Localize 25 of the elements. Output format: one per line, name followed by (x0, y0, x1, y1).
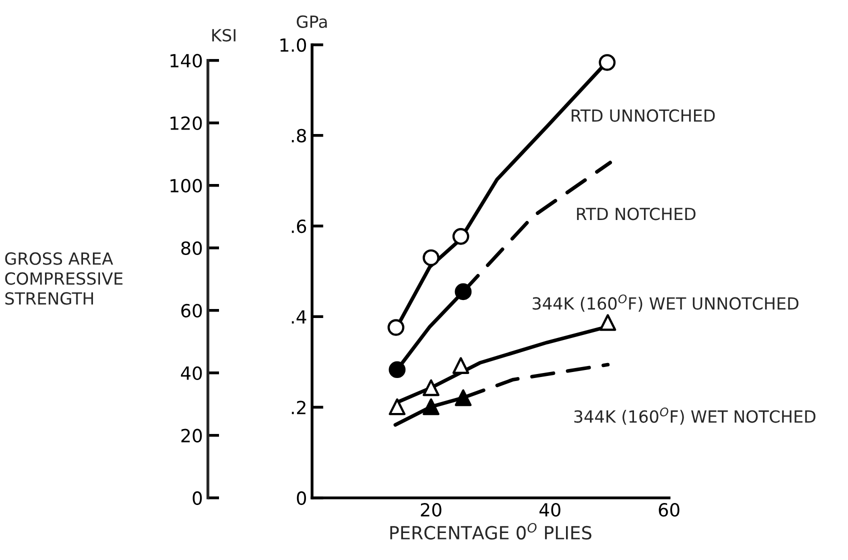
y-tick-label: 0 (296, 491, 306, 505)
y2-tick-label: 120 (170, 116, 202, 130)
y-axis-title: GPa (296, 15, 327, 28)
y2-tick-label: 0 (192, 491, 202, 505)
y2-tick-label: 40 (180, 366, 202, 380)
y-tick-label: 1.0 (280, 38, 306, 52)
y-tick-label: .6 (292, 219, 306, 234)
y2-axis-title: KSI (212, 28, 236, 42)
series-label: RTD NOTCHED (577, 208, 696, 220)
y2-tick-label: 80 (181, 241, 202, 256)
y-tick-label: .8 (292, 128, 306, 143)
y-tick-label: .4 (292, 310, 306, 324)
x-tick-label: 60 (658, 503, 680, 517)
y2-tick-label: 20 (181, 428, 202, 442)
x-axis-title: PERCENTAGE 0$^{O}$ PLIES (390, 523, 592, 540)
text: 344K (160$^{O}$F) WET NOTCHED (574, 408, 816, 425)
y2-tick-label: 60 (181, 304, 202, 318)
y2-tick-label: 140 (170, 54, 202, 68)
series-label: RTD UNNOTCHED (572, 109, 715, 122)
text: 344K (160$^{O}$F) WET UNNOTCHED (532, 294, 798, 312)
x-tick-label: 20 (420, 503, 442, 517)
text: GROSS AREA COMPRESSIVE STRENGTH (5, 252, 122, 305)
y-tick-label: .2 (292, 400, 306, 414)
x-tick-label: 40 (539, 503, 560, 517)
y2-tick-label: 100 (170, 178, 202, 193)
